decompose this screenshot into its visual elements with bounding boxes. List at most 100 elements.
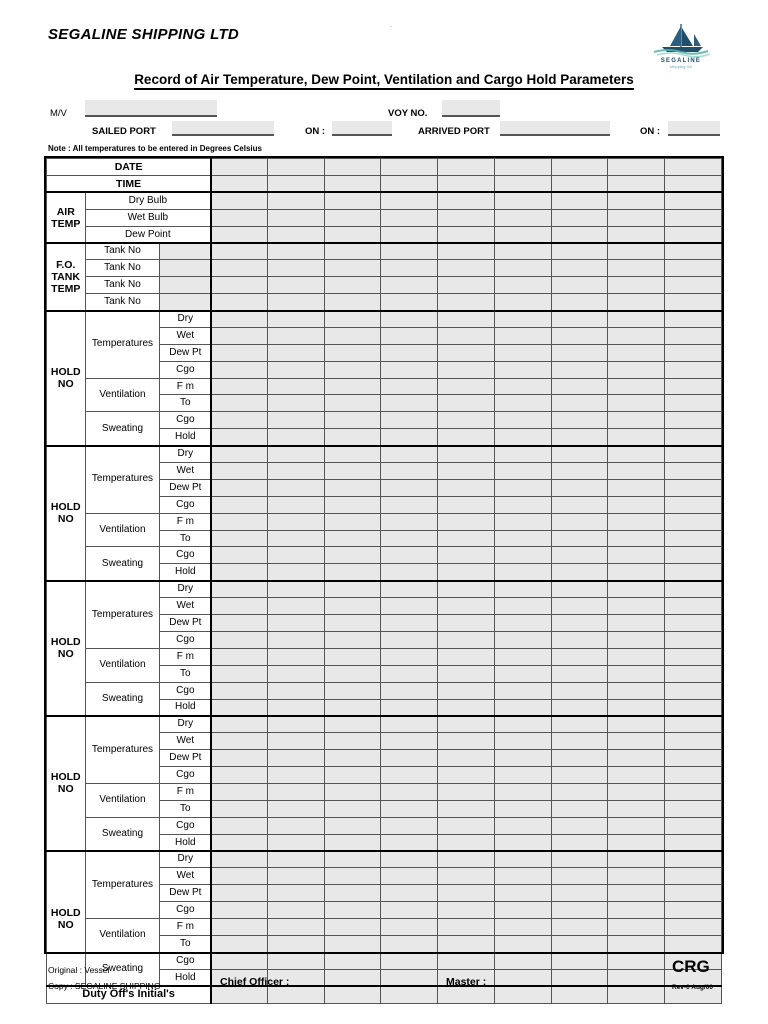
data-cell[interactable]: [323, 191, 382, 210]
data-cell[interactable]: [607, 799, 666, 818]
data-cell[interactable]: [266, 343, 325, 362]
data-cell[interactable]: [607, 191, 666, 210]
data-cell[interactable]: [323, 614, 382, 632]
data-cell[interactable]: [323, 664, 382, 683]
data-cell[interactable]: [493, 749, 552, 768]
data-cell[interactable]: [550, 293, 609, 312]
data-cell[interactable]: [266, 833, 325, 852]
data-cell[interactable]: [210, 343, 268, 362]
data-cell[interactable]: [550, 850, 609, 869]
data-cell[interactable]: [323, 495, 382, 514]
data-cell[interactable]: [380, 242, 439, 261]
data-cell[interactable]: [550, 411, 609, 430]
data-cell[interactable]: [437, 428, 495, 447]
data-cell[interactable]: [380, 360, 439, 379]
data-cell[interactable]: [664, 681, 722, 700]
data-cell[interactable]: [664, 546, 722, 565]
data-cell[interactable]: [210, 833, 268, 852]
data-cell[interactable]: [607, 563, 666, 582]
data-cell[interactable]: [437, 614, 495, 632]
data-cell[interactable]: [210, 529, 268, 548]
data-cell[interactable]: [664, 715, 722, 734]
data-cell[interactable]: [210, 242, 268, 261]
data-cell[interactable]: [323, 158, 382, 176]
data-cell[interactable]: [266, 782, 325, 801]
data-cell[interactable]: [664, 884, 722, 903]
data-cell[interactable]: [550, 698, 609, 717]
data-cell[interactable]: [437, 884, 495, 903]
data-cell[interactable]: [607, 850, 666, 869]
data-cell[interactable]: [323, 529, 382, 548]
data-cell[interactable]: [210, 867, 268, 886]
data-cell[interactable]: [437, 293, 495, 312]
data-cell[interactable]: [607, 985, 666, 1004]
data-cell[interactable]: [437, 462, 495, 480]
data-cell[interactable]: [550, 782, 609, 801]
data-cell[interactable]: [493, 259, 552, 278]
data-cell[interactable]: [664, 664, 722, 683]
data-cell[interactable]: [550, 918, 609, 936]
data-cell[interactable]: [323, 799, 382, 818]
data-cell[interactable]: [607, 816, 666, 835]
data-cell[interactable]: [493, 833, 552, 852]
data-cell[interactable]: [664, 411, 722, 430]
data-cell[interactable]: [323, 597, 382, 616]
data-cell[interactable]: [493, 715, 552, 734]
sailed-on-input[interactable]: [332, 121, 392, 136]
data-cell[interactable]: [664, 749, 722, 768]
tank-no-input[interactable]: [159, 293, 212, 312]
data-cell[interactable]: [437, 901, 495, 920]
data-cell[interactable]: [266, 411, 325, 430]
data-cell[interactable]: [323, 647, 382, 666]
data-cell[interactable]: [323, 546, 382, 565]
data-cell[interactable]: [550, 867, 609, 886]
arrived-port-input[interactable]: [500, 121, 610, 136]
data-cell[interactable]: [323, 715, 382, 734]
data-cell[interactable]: [493, 580, 552, 599]
data-cell[interactable]: [380, 816, 439, 835]
data-cell[interactable]: [266, 664, 325, 683]
data-cell[interactable]: [437, 394, 495, 413]
data-cell[interactable]: [437, 310, 495, 328]
data-cell[interactable]: [380, 411, 439, 430]
data-cell[interactable]: [380, 158, 439, 176]
data-cell[interactable]: [493, 850, 552, 869]
data-cell[interactable]: [550, 529, 609, 548]
data-cell[interactable]: [323, 310, 382, 328]
data-cell[interactable]: [493, 901, 552, 920]
data-cell[interactable]: [437, 208, 495, 227]
data-cell[interactable]: [437, 951, 495, 970]
data-cell[interactable]: [266, 478, 325, 497]
data-cell[interactable]: [493, 985, 552, 1004]
data-cell[interactable]: [380, 293, 439, 312]
data-cell[interactable]: [493, 681, 552, 700]
data-cell[interactable]: [607, 293, 666, 312]
data-cell[interactable]: [323, 512, 382, 531]
data-cell[interactable]: [380, 647, 439, 666]
data-cell[interactable]: [210, 276, 268, 295]
data-cell[interactable]: [266, 647, 325, 666]
data-cell[interactable]: [210, 614, 268, 632]
voy-no-input[interactable]: [442, 100, 500, 117]
data-cell[interactable]: [550, 732, 609, 751]
data-cell[interactable]: [210, 884, 268, 903]
data-cell[interactable]: [437, 782, 495, 801]
data-cell[interactable]: [493, 445, 552, 464]
data-cell[interactable]: [550, 884, 609, 903]
data-cell[interactable]: [550, 614, 609, 632]
data-cell[interactable]: [210, 918, 268, 936]
data-cell[interactable]: [210, 326, 268, 345]
data-cell[interactable]: [380, 462, 439, 480]
data-cell[interactable]: [380, 749, 439, 768]
data-cell[interactable]: [323, 326, 382, 345]
data-cell[interactable]: [210, 208, 268, 227]
data-cell[interactable]: [266, 326, 325, 345]
data-cell[interactable]: [210, 462, 268, 480]
data-cell[interactable]: [493, 174, 552, 193]
data-cell[interactable]: [550, 191, 609, 210]
data-cell[interactable]: [664, 462, 722, 480]
data-cell[interactable]: [493, 664, 552, 683]
data-cell[interactable]: [550, 901, 609, 920]
data-cell[interactable]: [550, 546, 609, 565]
data-cell[interactable]: [493, 225, 552, 244]
